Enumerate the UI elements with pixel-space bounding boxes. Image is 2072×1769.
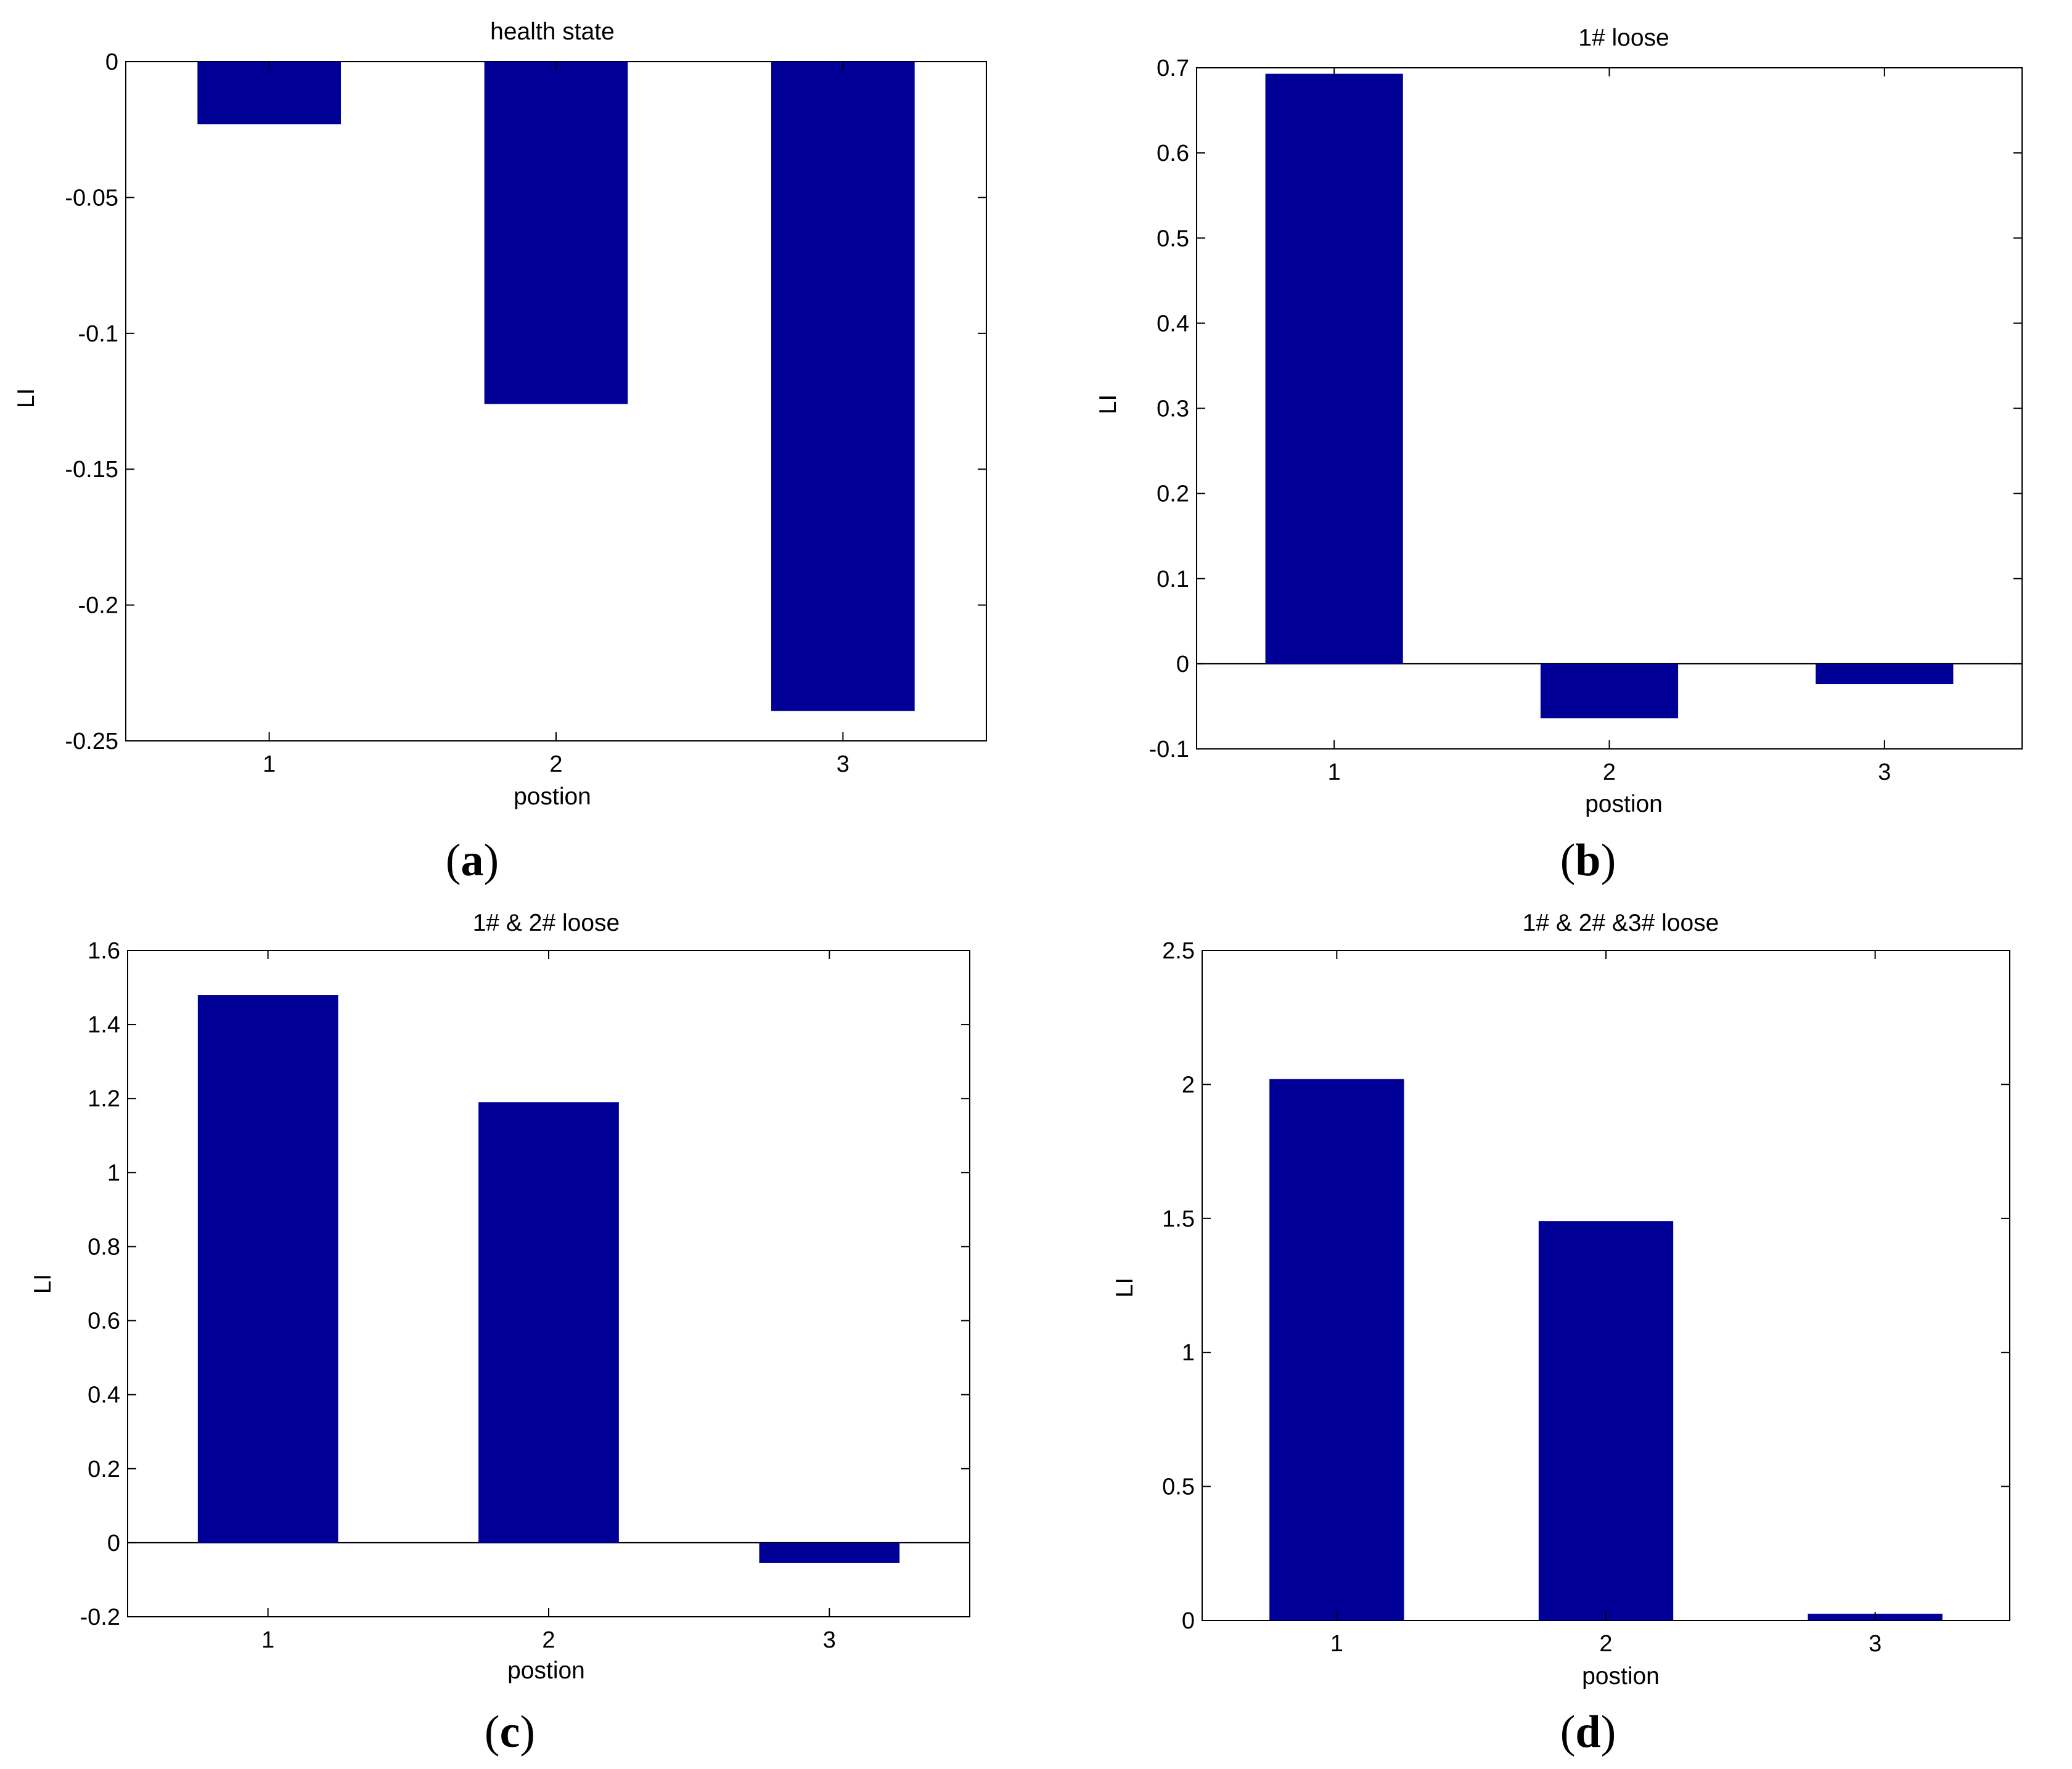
- panel-a-plot: 0 -0.05 -0.1 -0.15 -0.2 -0.25 1 2 3: [65, 49, 987, 777]
- y-tick-label: 1.4: [88, 1012, 120, 1038]
- bar-2: [478, 1102, 619, 1543]
- y-axis-label: LI: [13, 388, 39, 409]
- x-tick-label: 1: [1328, 759, 1341, 785]
- panel-title: 1# loose: [1578, 25, 1669, 51]
- y-axis-label: LI: [1095, 394, 1121, 415]
- panel-b-plot: 0.7 0.6 0.5 0.4 0.3 0.2 0.1 0 -0.1 1 2 3: [1149, 55, 2023, 785]
- x-tick-label: 2: [549, 751, 562, 777]
- x-tick-label: 2: [1603, 759, 1616, 785]
- y-tick-label: 0: [107, 1530, 120, 1556]
- x-axis-label: postion: [1585, 791, 1663, 817]
- y-tick-label: -0.25: [65, 729, 118, 754]
- x-tick-label: 3: [823, 1627, 836, 1653]
- y-tick-label: -0.1: [78, 321, 118, 347]
- y-tick-label: -0.15: [65, 457, 118, 483]
- y-tick-label: 1.2: [88, 1086, 120, 1112]
- y-tick-label: 0.6: [1157, 141, 1189, 166]
- y-tick-label: 0: [105, 49, 118, 75]
- panel-d: 1# & 2# &3# loose postion LI (d): [1112, 910, 1719, 1757]
- bar-3: [759, 1542, 900, 1563]
- panel-title: 1# & 2# &3# loose: [1523, 910, 1719, 936]
- y-tick-label: 0.7: [1157, 55, 1189, 81]
- bar-3: [771, 62, 915, 711]
- panel-caption: (b): [1560, 835, 1616, 886]
- panel-d-plot: 2.5 2 1.5 1 0.5 0 1 2 3: [1162, 938, 2010, 1657]
- y-tick-label: 0.2: [88, 1456, 120, 1482]
- y-tick-label: 1.6: [88, 938, 120, 964]
- y-axis-label: LI: [30, 1274, 56, 1294]
- panel-caption-letter: b: [1575, 835, 1600, 886]
- panel-b: 1# loose postion LI (b): [1095, 25, 1669, 886]
- x-tick-label: 3: [837, 751, 850, 777]
- panel-caption: (a): [446, 835, 499, 886]
- y-tick-label: 0.4: [1157, 311, 1189, 337]
- panel-caption: (d): [1560, 1707, 1616, 1757]
- y-tick-label: -0.1: [1149, 737, 1189, 762]
- panel-c: 1# & 2# loose postion LI (c): [30, 910, 620, 1757]
- x-tick-label: 2: [1599, 1631, 1612, 1657]
- bar-1: [1265, 73, 1403, 664]
- y-tick-label: 0.5: [1162, 1474, 1195, 1500]
- x-tick-label: 1: [263, 751, 276, 777]
- panel-caption: (c): [485, 1707, 535, 1757]
- x-axis-label: postion: [507, 1657, 585, 1684]
- y-tick-label: 1: [1182, 1340, 1195, 1366]
- y-tick-label: -0.2: [80, 1604, 120, 1630]
- y-tick-label: 0: [1176, 652, 1189, 677]
- panel-title: health state: [490, 18, 615, 45]
- y-tick-label: 0.5: [1157, 226, 1189, 251]
- x-tick-label: 2: [542, 1627, 555, 1653]
- x-axis-label: postion: [514, 783, 591, 810]
- bar-1: [197, 62, 341, 125]
- y-tick-label: 1.5: [1162, 1206, 1195, 1232]
- x-axis-label: postion: [1582, 1663, 1660, 1689]
- y-tick-label: 0.4: [88, 1383, 120, 1408]
- panel-caption-letter: c: [500, 1707, 520, 1757]
- x-tick-label: 1: [261, 1627, 274, 1653]
- panel-title: 1# & 2# loose: [473, 910, 620, 936]
- panel-c-plot: 1.6 1.4 1.2 1 0.8 0.6 0.4 0.2 0 -0.2 1 2 3: [80, 938, 970, 1653]
- y-tick-label: 2: [1182, 1072, 1195, 1098]
- y-tick-label: 0: [1182, 1608, 1195, 1634]
- bar-1: [1269, 1079, 1404, 1620]
- bar-2: [1540, 663, 1679, 719]
- y-axis-label: LI: [1112, 1278, 1138, 1298]
- bar-1: [197, 995, 338, 1543]
- y-tick-label: 0.8: [88, 1234, 120, 1260]
- x-tick-label: 3: [1878, 759, 1891, 785]
- x-tick-label: 1: [1330, 1631, 1343, 1657]
- y-tick-label: -0.05: [65, 185, 118, 211]
- panel-a: health state postion LI (a): [13, 18, 615, 886]
- panel-caption-letter: a: [461, 835, 484, 886]
- y-tick-label: 0.1: [1157, 566, 1189, 592]
- y-tick-label: 1: [107, 1160, 120, 1186]
- y-tick-label: -0.2: [78, 593, 118, 619]
- y-tick-label: 0.6: [88, 1309, 120, 1334]
- y-tick-label: 2.5: [1162, 938, 1195, 964]
- y-tick-label: 0.2: [1157, 481, 1189, 507]
- bar-3: [1816, 663, 1954, 685]
- panel-caption-letter: d: [1575, 1707, 1600, 1757]
- bar-2: [484, 62, 628, 404]
- bar-2: [1538, 1221, 1674, 1620]
- x-tick-label: 3: [1869, 1631, 1882, 1657]
- y-tick-label: 0.3: [1157, 396, 1189, 422]
